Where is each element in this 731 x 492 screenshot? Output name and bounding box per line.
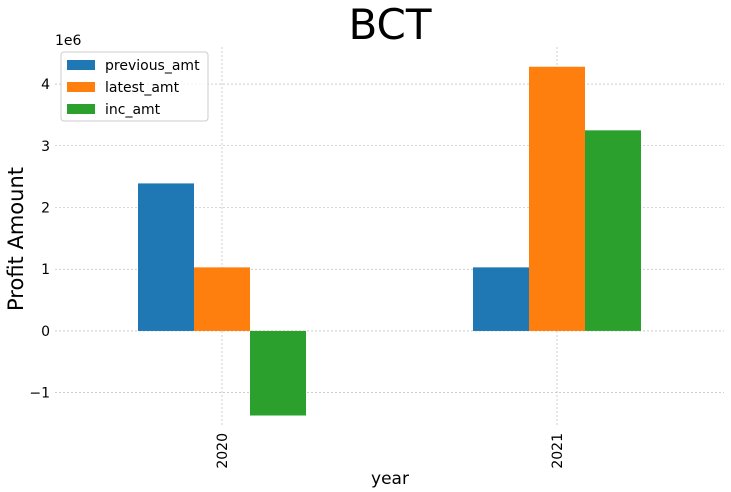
legend-swatch-latest_amt	[67, 82, 95, 92]
legend-label-latest_amt: latest_amt	[105, 80, 180, 96]
bars	[138, 66, 641, 416]
y-tick-label: 0	[41, 324, 50, 340]
bar-previous_amt-2021	[473, 267, 529, 331]
legend-label-previous_amt: previous_amt	[105, 58, 200, 74]
legend-label-inc_amt: inc_amt	[105, 102, 161, 118]
chart-title: BCT	[348, 0, 431, 49]
bar-inc_amt-2021	[585, 130, 641, 331]
legend-swatch-inc_amt	[67, 104, 95, 114]
y-tick-label: 1	[41, 262, 50, 278]
x-axis-ticks: 2020 2021	[215, 433, 566, 469]
legend: previous_amt latest_amt inc_amt	[60, 51, 209, 122]
y-tick-label: −1	[29, 386, 50, 402]
bar-previous_amt-2020	[138, 183, 194, 331]
y-axis-ticks: −1 0 1 2 3 4	[29, 77, 50, 402]
x-tick-label: 2020	[215, 433, 231, 469]
y-axis-label: Profit Amount	[4, 167, 28, 311]
legend-swatch-previous_amt	[67, 60, 95, 70]
bar-latest_amt-2020	[194, 267, 250, 331]
y-tick-label: 4	[41, 77, 50, 93]
bar-latest_amt-2021	[529, 66, 585, 331]
bar-inc_amt-2020	[250, 330, 306, 416]
legend-box	[60, 51, 209, 122]
y-tick-label: 3	[41, 139, 50, 155]
x-tick-label: 2021	[550, 433, 566, 469]
x-axis-label: year	[371, 469, 409, 489]
y-tick-label: 2	[41, 200, 50, 216]
y-axis-offset-label: 1e6	[55, 33, 82, 49]
